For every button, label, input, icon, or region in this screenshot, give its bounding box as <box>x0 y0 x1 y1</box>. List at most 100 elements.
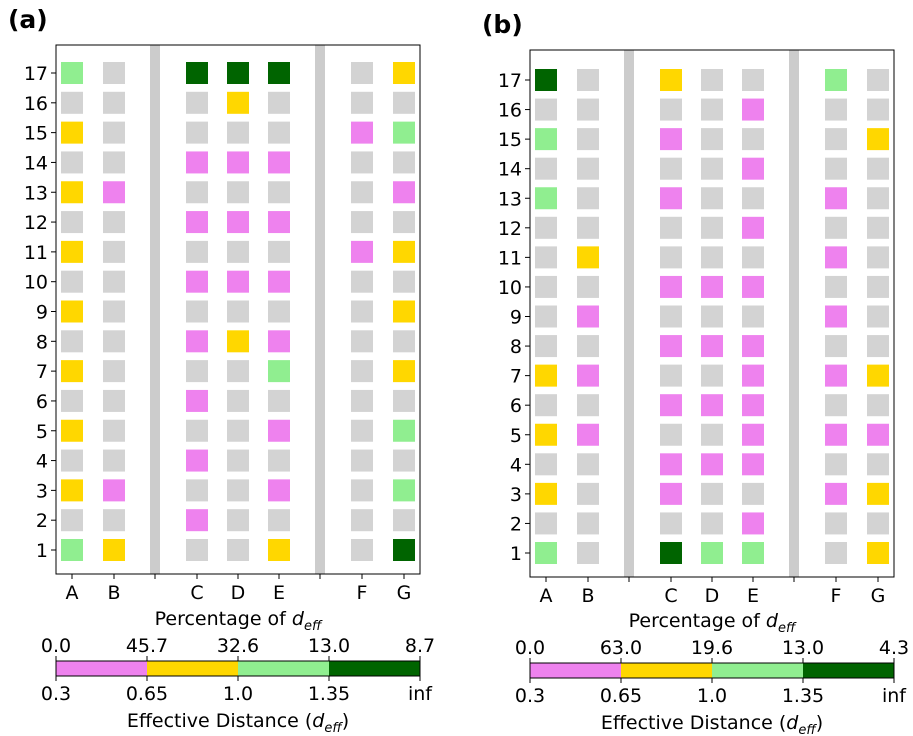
heatmap-cell <box>227 539 249 561</box>
colorbar-segment <box>147 661 238 676</box>
heatmap-cell <box>268 360 290 383</box>
y-tick-label: 2 <box>510 513 522 535</box>
heatmap-cell <box>660 157 682 180</box>
heatmap-cell <box>186 121 208 144</box>
heatmap-cell <box>186 419 208 442</box>
heatmap-cell <box>103 509 125 532</box>
y-tick-label: 17 <box>24 63 48 85</box>
heatmap-cell <box>825 216 847 239</box>
y-tick-label: 1 <box>36 540 48 562</box>
heatmap-cell <box>186 91 208 114</box>
heatmap-cell <box>186 509 208 532</box>
heatmap-cell <box>61 449 83 472</box>
heatmap-cell <box>742 216 764 239</box>
y-tick-label: 16 <box>24 93 48 115</box>
colorbar-bottom-tick-label: 0.3 <box>41 683 71 705</box>
heatmap-cell <box>742 128 764 151</box>
heatmap-cell <box>535 69 557 91</box>
heatmap-cell <box>825 453 847 476</box>
heatmap-cell <box>577 335 599 358</box>
heatmap-cell <box>61 389 83 412</box>
heatmap-cell <box>227 240 249 263</box>
y-tick-label: 14 <box>498 159 522 181</box>
heatmap-cell <box>103 91 125 114</box>
y-tick-label: 13 <box>24 182 48 204</box>
heatmap-cell <box>351 270 373 293</box>
y-tick-label: 2 <box>36 510 48 532</box>
heatmap-cell <box>61 91 83 114</box>
heatmap-cell <box>351 300 373 323</box>
panel-label: (a) <box>8 5 48 34</box>
heatmap-cell <box>577 542 599 564</box>
heatmap-cell <box>227 121 249 144</box>
x-tick-label: D <box>705 585 720 607</box>
heatmap-cell <box>268 151 290 174</box>
heatmap-cell <box>535 157 557 180</box>
heatmap-cell <box>393 300 415 323</box>
colorbar-bottom-tick-label: 1.35 <box>782 685 824 707</box>
heatmap-cell <box>61 151 83 174</box>
heatmap-cell <box>103 211 125 234</box>
heatmap-cell <box>103 419 125 442</box>
heatmap-cell <box>577 157 599 180</box>
y-tick-label: 5 <box>36 421 48 443</box>
heatmap-cell <box>701 423 723 446</box>
heatmap-cell <box>867 128 889 151</box>
heatmap-cell <box>701 128 723 151</box>
colorbar-top-title-subscript: eff <box>778 621 797 636</box>
heatmap-cell <box>825 335 847 358</box>
x-tick-label: A <box>66 582 79 604</box>
heatmap-cell <box>535 275 557 298</box>
heatmap-cell <box>227 62 249 84</box>
heatmap-cell <box>351 360 373 383</box>
heatmap-cell <box>103 330 125 353</box>
heatmap-cell <box>535 542 557 564</box>
heatmap-cell <box>61 509 83 532</box>
heatmap-cell <box>103 181 125 204</box>
heatmap-cell <box>61 479 83 502</box>
heatmap-cell <box>186 479 208 502</box>
heatmap-cell <box>701 542 723 564</box>
heatmap-cell <box>742 482 764 505</box>
heatmap-cell <box>701 512 723 535</box>
heatmap-cell <box>701 275 723 298</box>
heatmap-cell <box>825 128 847 151</box>
heatmap-cell <box>186 449 208 472</box>
heatmap-cell <box>61 211 83 234</box>
colorbar-top-title-text: Percentage of <box>155 608 292 630</box>
heatmap-cell <box>393 270 415 293</box>
heatmap-cell <box>577 512 599 535</box>
colorbar-bottom-tick-label: 0.65 <box>126 683 168 705</box>
heatmap-cell <box>103 539 125 561</box>
y-tick-label: 11 <box>498 247 522 269</box>
heatmap-cell <box>186 270 208 293</box>
heatmap-cell <box>351 419 373 442</box>
group-separator <box>315 45 325 574</box>
y-tick-label: 15 <box>498 129 522 151</box>
heatmap-cell <box>825 364 847 387</box>
heatmap-cell <box>825 69 847 91</box>
heatmap-cell <box>535 394 557 417</box>
heatmap-cell <box>701 394 723 417</box>
heatmap-cell <box>393 539 415 561</box>
y-tick-label: 7 <box>36 361 48 383</box>
heatmap-cell <box>393 121 415 144</box>
heatmap-cell <box>393 479 415 502</box>
heatmap-cell <box>660 128 682 151</box>
heatmap-cell <box>268 300 290 323</box>
heatmap-cell <box>227 91 249 114</box>
heatmap-cell <box>351 91 373 114</box>
x-tick-label: G <box>397 582 412 604</box>
heatmap-cell <box>577 394 599 417</box>
heatmap-cell <box>742 423 764 446</box>
heatmap-cell <box>535 216 557 239</box>
heatmap-cell <box>393 509 415 532</box>
heatmap-cell <box>867 542 889 564</box>
y-tick-label: 15 <box>24 123 48 145</box>
y-tick-label: 16 <box>498 100 522 122</box>
heatmap-cell <box>701 246 723 269</box>
heatmap-cell <box>825 157 847 180</box>
heatmap-cell <box>186 300 208 323</box>
